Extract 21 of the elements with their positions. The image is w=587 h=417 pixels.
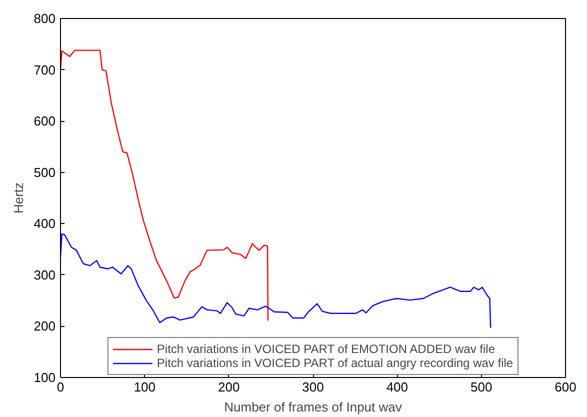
x-tick-label: 400 xyxy=(386,380,408,394)
x-tick-label: 100 xyxy=(134,380,156,394)
x-tick-label: 600 xyxy=(554,380,576,394)
line-series xyxy=(60,233,492,328)
y-tick-label: 500 xyxy=(34,164,56,180)
x-tick-label: 300 xyxy=(302,380,324,394)
x-tick-label: 200 xyxy=(218,380,240,394)
y-tick-label: 800 xyxy=(34,11,56,26)
x-tick-label: 500 xyxy=(470,380,492,394)
y-axis-title: Hertz xyxy=(10,182,26,214)
line-series xyxy=(60,50,269,322)
y-tick-label: 300 xyxy=(34,267,56,282)
x-axis-title: Number of frames of Input wav xyxy=(224,400,402,414)
x-tick-label: 0 xyxy=(56,380,64,394)
y-tick-label: 100 xyxy=(34,370,56,385)
y-tick-label: 700 xyxy=(34,62,56,78)
y-tick-label: 600 xyxy=(34,114,56,129)
legend-label: Pitch variations in VOICED PART of EMOTION ADDED wav file xyxy=(156,342,496,356)
y-tick-label: 200 xyxy=(34,318,56,334)
legend-label: Pitch variations in VOICED PART of actual angry recording wav file xyxy=(156,356,514,370)
y-tick-label: 400 xyxy=(34,216,56,232)
